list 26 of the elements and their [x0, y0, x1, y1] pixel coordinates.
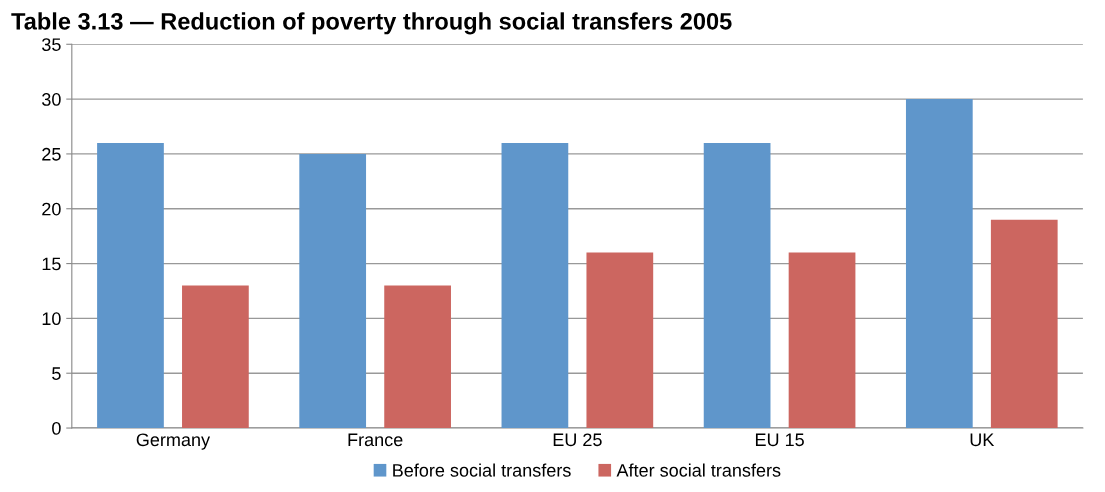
bar [182, 285, 249, 429]
x-tick-label: UK [970, 433, 995, 447]
y-tick-label: 10 [42, 312, 61, 326]
bar [501, 142, 569, 429]
y-tick-label: 20 [42, 202, 61, 216]
legend-label: Before social transfers [393, 463, 571, 477]
y-tick-label: 35 [42, 38, 61, 51]
x-tick-label: EU 15 [755, 433, 804, 447]
bar [905, 99, 973, 429]
bar [384, 285, 451, 429]
chart-title: Table 3.13 — Reduction of poverty through social transfers 2005 [11, 12, 732, 35]
y-tick-label: 30 [42, 93, 61, 106]
bar [299, 153, 367, 429]
y-tick-label: 5 [52, 367, 61, 380]
y-tick-label: 0 [52, 421, 61, 435]
y-tick-label: 15 [42, 257, 61, 271]
bar [97, 142, 164, 429]
bar [703, 142, 771, 429]
bar [586, 252, 654, 429]
legend-label: After social transfers [616, 463, 781, 477]
y-tick-label: 25 [42, 147, 61, 161]
x-tick-label: France [348, 433, 403, 447]
bar [990, 219, 1058, 429]
x-tick-label: EU 25 [553, 433, 602, 447]
bar [788, 252, 856, 429]
x-tick-label: Germany [136, 433, 211, 450]
